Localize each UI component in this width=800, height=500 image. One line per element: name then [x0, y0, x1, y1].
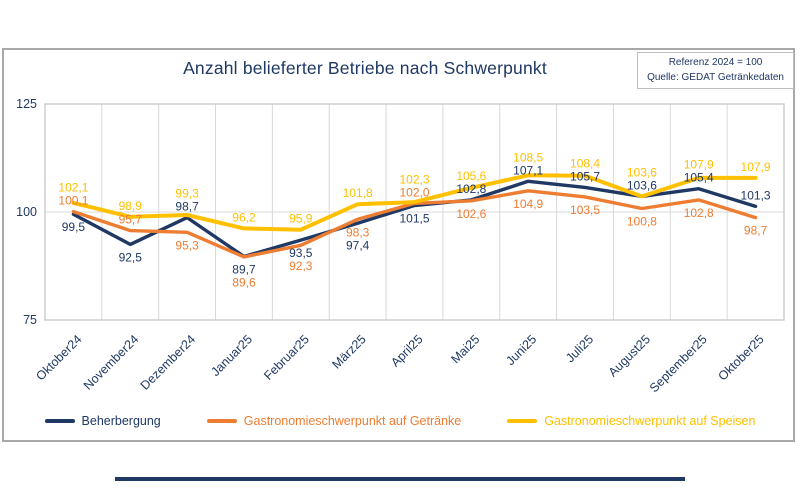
- plot-border: [44, 103, 785, 321]
- y-tick-label: 100: [16, 205, 37, 219]
- x-tick-label: November24: [81, 332, 142, 393]
- legend-item-speisen: Gastronomieschwerpunkt auf Speisen: [507, 414, 755, 428]
- data-label: 102,6: [456, 207, 486, 221]
- data-label: 98,7: [744, 224, 768, 238]
- legend-label: Beherbergung: [81, 414, 161, 428]
- legend-item-beherbergung: Beherbergung: [44, 414, 161, 428]
- data-label: 105,6: [456, 169, 486, 183]
- data-label: 108,4: [570, 156, 600, 170]
- data-label: 105,7: [570, 169, 600, 183]
- x-tick-label: Mai25: [448, 332, 482, 366]
- x-tick-label: September25: [647, 332, 710, 395]
- data-label: 92,5: [119, 250, 143, 264]
- data-label: 95,3: [175, 238, 199, 252]
- data-label: 98,7: [175, 200, 199, 214]
- data-label: 108,5: [513, 150, 543, 164]
- x-tick-label: Juni25: [503, 332, 539, 368]
- chart-legend: Beherbergung Gastronomieschwerpunkt auf …: [0, 414, 800, 428]
- data-label: 101,3: [741, 188, 771, 202]
- data-label: 95,9: [289, 212, 313, 226]
- data-label: 105,4: [684, 171, 714, 185]
- legend-label: Gastronomieschwerpunkt auf Speisen: [544, 414, 756, 428]
- data-label: 103,6: [627, 165, 657, 179]
- data-label: 107,9: [684, 158, 714, 172]
- data-label: 102,1: [58, 181, 88, 195]
- data-label: 100,1: [58, 194, 88, 208]
- x-tick-label: August25: [606, 332, 653, 379]
- data-label: 104,9: [513, 197, 543, 211]
- x-tick-label: Januar25: [208, 332, 255, 379]
- legend-line-swatch-yellow: [507, 419, 538, 423]
- reference-note-line1: Referenz 2024 = 100: [668, 57, 763, 68]
- data-label: 99,3: [175, 187, 199, 201]
- y-tick-label: 125: [16, 97, 37, 111]
- data-label: 102,8: [684, 206, 714, 220]
- chart-title: Anzahl belieferter Betriebe nach Schwerp…: [183, 58, 547, 78]
- data-label: 101,5: [399, 212, 429, 226]
- data-label: 103,6: [627, 178, 657, 192]
- x-tick-label: April25: [388, 332, 425, 369]
- data-label: 89,7: [232, 263, 256, 277]
- data-label: 102,8: [456, 182, 486, 196]
- data-label: 89,6: [232, 276, 256, 290]
- data-label: 92,3: [289, 259, 313, 273]
- legend-line-swatch-orange: [206, 419, 237, 423]
- reference-note-line2: Quelle: GEDAT Getränkedaten: [647, 71, 784, 83]
- data-label: 98,9: [119, 199, 143, 213]
- data-label: 95,7: [119, 213, 143, 227]
- reference-note-box: Referenz 2024 = 100 Quelle: GEDAT Geträn…: [637, 52, 794, 89]
- legend-line-swatch-navy: [44, 419, 75, 423]
- data-label: 107,1: [513, 163, 543, 177]
- x-tick-label: März25: [329, 332, 368, 371]
- series-line-speisen: [71, 173, 758, 232]
- data-label: 101,8: [343, 186, 373, 200]
- data-label: 102,3: [399, 172, 429, 186]
- data-label: 100,8: [627, 215, 657, 229]
- x-tick-label: Oktober24: [33, 332, 84, 383]
- legend-item-getraenke: Gastronomieschwerpunkt auf Getränke: [206, 414, 462, 428]
- x-tick-label: Oktober25: [716, 332, 767, 383]
- y-tick-label: 75: [23, 313, 37, 327]
- data-label: 107,9: [741, 160, 771, 174]
- footer-divider-bar: [115, 477, 685, 481]
- x-tick-label: Dezember24: [138, 332, 199, 393]
- data-label: 99,5: [62, 220, 86, 234]
- x-tick-label: Februar25: [261, 332, 312, 383]
- data-label: 96,2: [232, 210, 256, 224]
- data-label: 103,5: [570, 203, 600, 217]
- data-label: 97,4: [346, 238, 370, 252]
- data-label: 98,3: [346, 225, 370, 239]
- data-label: 102,0: [399, 185, 429, 199]
- x-tick-label: Juli25: [563, 332, 596, 365]
- chart-card: [2, 48, 795, 442]
- legend-label: Gastronomieschwerpunkt auf Getränke: [243, 414, 462, 428]
- data-label: 93,5: [289, 246, 313, 260]
